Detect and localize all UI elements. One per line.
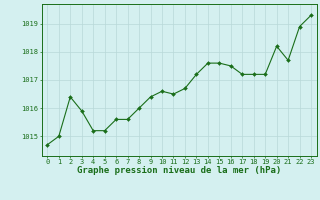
X-axis label: Graphe pression niveau de la mer (hPa): Graphe pression niveau de la mer (hPa) <box>77 166 281 175</box>
